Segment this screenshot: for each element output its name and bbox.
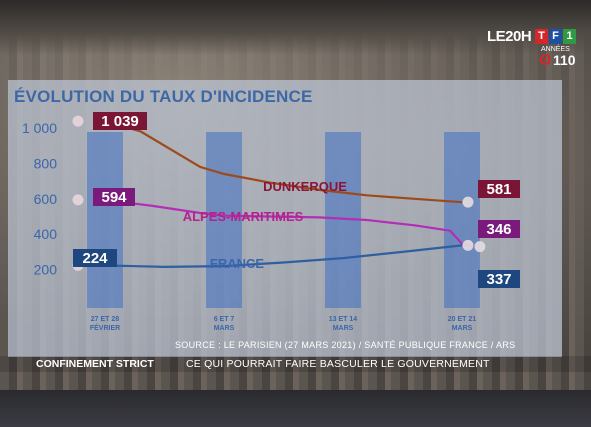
tf1-letters: T F 1 [535,29,576,44]
y-tick-label: 400 [34,226,58,242]
anniversary-number: 110 [553,52,576,68]
ticker-text: CE QUI POURRAIT FAIRE BASCULER LE GOUVER… [186,358,490,370]
x-tick-label: 20 ET 21 [448,316,477,323]
series-line-0 [104,120,463,204]
logo-letter-t: T [535,29,548,44]
logo-letter-1: 1 [563,29,576,44]
value-labels: 1 039 581 DUNKERQUE 594 346 ALPES-MARITIMES 22… [73,112,520,288]
x-tick-label-month: MARS [452,325,473,332]
end-dot [462,239,474,251]
period-bar-0 [87,132,123,308]
start-value-label: 224 [82,250,108,267]
end-value-box [478,220,520,238]
end-value-label: 581 [486,181,511,198]
chart-title: ÉVOLUTION DU TAUX D'INCIDENCE [14,87,313,106]
end-dot [474,241,486,253]
y-axis: 200 400 600 800 1 000 [22,120,57,278]
news-ticker [0,356,591,372]
ribbon-icon: ʘ [539,52,552,69]
program-name: LE20H [487,28,532,45]
channel-logo: LE20H T F 1 ʘ ANNÉES 110 [487,26,583,76]
bottom-shade [0,390,591,427]
series-line-2 [104,244,463,268]
x-tick-label: 6 ET 7 [214,316,235,323]
x-tick-label: 27 ET 28 [91,316,120,323]
series-name-label: FRANCE [210,256,264,271]
start-value-box [73,249,117,267]
anniversary-label: ANNÉES [541,46,570,53]
start-value-box [93,112,147,130]
top-shade [0,0,591,55]
x-tick-label-month: MARS [214,325,235,332]
x-tick-label-month: MARS [333,325,354,332]
series-name-label: DUNKERQUE [263,179,347,194]
ticker-label: CONFINEMENT STRICT [36,358,154,370]
end-dot [462,196,474,208]
x-tick-label-month: FÉVRIER [90,323,120,332]
end-value-label: 346 [486,221,511,238]
start-value-box [93,188,135,206]
x-tick-label: 13 ET 14 [329,316,358,323]
source-caption: SOURCE : LE PARISIEN (27 MARS 2021) / SA… [175,340,516,350]
end-value-box [478,180,520,198]
series-line-1 [104,198,475,248]
period-bar-3 [444,132,480,308]
end-value-box [478,270,520,288]
start-value-label: 1 039 [101,113,139,130]
logo-letter-f: F [549,29,562,44]
start-value-label: 594 [101,189,127,206]
series-name-label: ALPES-MARITIMES [183,209,304,224]
end-value-label: 337 [486,271,511,288]
y-tick-label: 600 [34,191,58,207]
start-dot [72,194,84,206]
period-bar-1 [206,132,242,308]
y-tick-label: 1 000 [22,120,57,136]
y-tick-label: 800 [34,155,58,171]
y-tick-label: 200 [34,262,58,278]
start-dot [72,115,84,127]
